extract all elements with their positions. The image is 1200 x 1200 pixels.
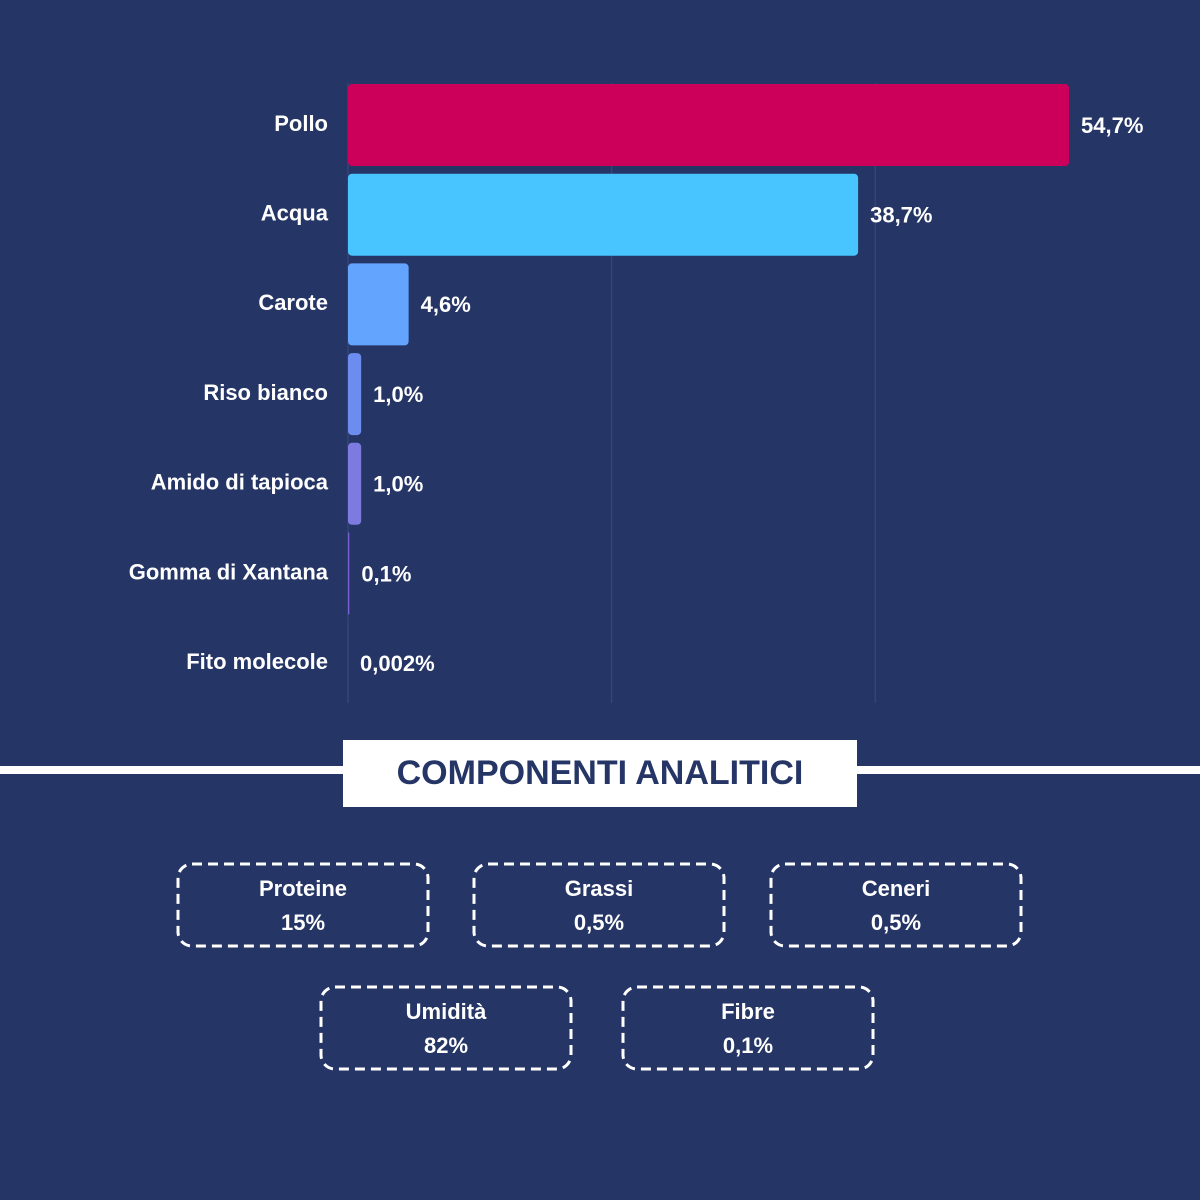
bar — [348, 442, 362, 525]
category-label: Amido di tapioca — [151, 470, 329, 495]
analytic-value: 0,5% — [574, 910, 624, 935]
bar — [348, 353, 362, 436]
analytic-value: 0,1% — [723, 1033, 773, 1058]
bar — [348, 84, 1069, 166]
value-label: 0,1% — [361, 561, 411, 586]
section-header-box — [343, 740, 857, 807]
value-label: 0,002% — [360, 651, 435, 676]
analytic-name: Umidità — [406, 999, 487, 1024]
bar — [348, 173, 859, 256]
analytic-value: 15% — [281, 910, 325, 935]
value-label: 54,7% — [1081, 113, 1143, 138]
value-label: 1,0% — [373, 382, 423, 407]
category-label: Carote — [258, 290, 328, 315]
analytic-name: Fibre — [721, 999, 775, 1024]
value-label: 38,7% — [870, 203, 932, 228]
analytic-value: 82% — [424, 1033, 468, 1058]
value-label: 1,0% — [373, 472, 423, 497]
category-label: Pollo — [274, 111, 328, 136]
category-label: Gomma di Xantana — [129, 559, 329, 584]
analytic-value: 0,5% — [871, 910, 921, 935]
category-label: Fito molecole — [186, 649, 328, 674]
value-label: 4,6% — [421, 292, 471, 317]
analytic-name: Grassi — [565, 876, 634, 901]
bar — [348, 532, 350, 615]
bar — [348, 263, 409, 346]
analytic-name: Ceneri — [862, 876, 930, 901]
category-label: Acqua — [261, 201, 329, 226]
section-title: COMPONENTI ANALITICI — [397, 754, 804, 792]
analytic-name: Proteine — [259, 876, 347, 901]
category-label: Riso bianco — [203, 380, 328, 405]
